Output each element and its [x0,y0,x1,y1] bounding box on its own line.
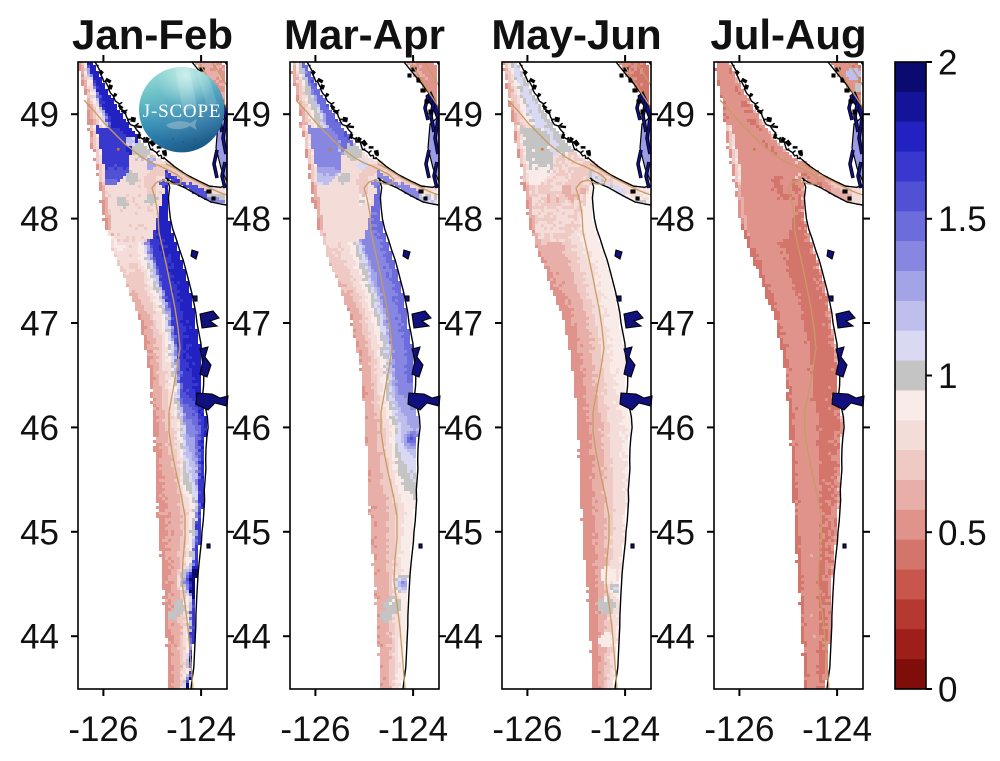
svg-text:-124: -124 [378,710,448,749]
svg-text:46: 46 [656,409,695,448]
svg-text:48: 48 [656,200,695,239]
svg-text:49: 49 [444,96,483,135]
svg-text:-124: -124 [166,710,236,749]
svg-text:47: 47 [232,305,271,344]
svg-text:45: 45 [20,513,59,552]
svg-text:47: 47 [656,305,695,344]
svg-text:44: 44 [656,618,695,657]
svg-text:J-SCOPE: J-SCOPE [143,101,221,122]
svg-text:-126: -126 [68,710,138,749]
svg-text:48: 48 [232,200,271,239]
svg-text:46: 46 [232,409,271,448]
svg-text:44: 44 [444,618,483,657]
svg-text:1: 1 [938,357,957,396]
svg-text:2: 2 [938,44,957,83]
svg-text:46: 46 [20,409,59,448]
svg-text:48: 48 [444,200,483,239]
svg-text:44: 44 [20,618,59,657]
svg-text:45: 45 [232,513,271,552]
svg-text:49: 49 [656,96,695,135]
svg-text:47: 47 [444,305,483,344]
svg-text:49: 49 [232,96,271,135]
svg-text:48: 48 [20,200,59,239]
svg-text:47: 47 [20,305,59,344]
svg-text:May-Jun: May-Jun [491,11,661,58]
svg-text:Jul-Aug: Jul-Aug [710,11,866,58]
svg-text:46: 46 [444,409,483,448]
svg-text:-124: -124 [802,710,872,749]
svg-text:0.5: 0.5 [938,514,987,553]
svg-text:-126: -126 [280,710,350,749]
svg-text:Jan-Feb: Jan-Feb [72,11,233,58]
svg-text:0: 0 [938,671,957,710]
svg-text:44: 44 [232,618,271,657]
svg-text:-124: -124 [590,710,660,749]
svg-text:Mar-Apr: Mar-Apr [284,11,445,58]
svg-text:49: 49 [20,96,59,135]
svg-text:1.5: 1.5 [938,200,987,239]
svg-text:-126: -126 [704,710,774,749]
svg-text:-126: -126 [492,710,562,749]
svg-text:45: 45 [656,513,695,552]
svg-text:45: 45 [444,513,483,552]
